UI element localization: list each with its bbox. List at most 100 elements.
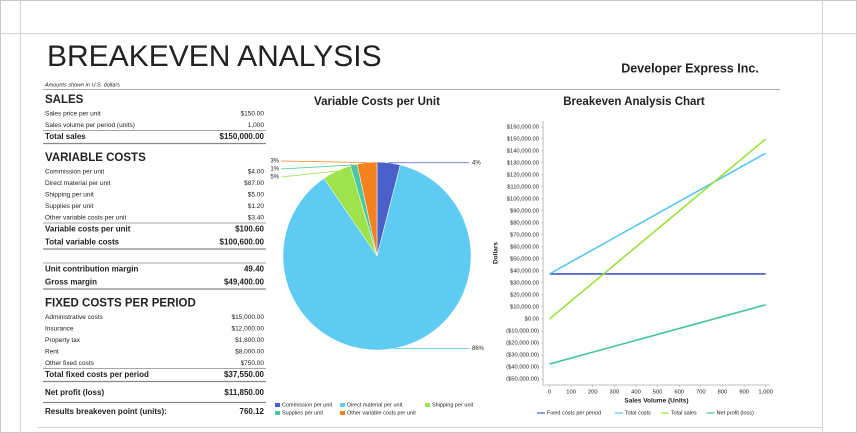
y-tick-label: $70,000.00 — [510, 233, 539, 239]
row-label: Direct material per unit — [45, 180, 111, 187]
series-line — [549, 152, 767, 275]
chart-title: Variable Costs per Unit — [314, 96, 440, 108]
x-tick-label: 700 — [696, 390, 706, 396]
data-label: 3% — [270, 159, 279, 165]
total-value: $37,550.00 — [224, 370, 265, 379]
row-label: Shipping per unit — [45, 192, 94, 199]
row-label: Other variable costs per unit — [45, 215, 126, 222]
y-tick-label: $40,000.00 — [510, 269, 539, 275]
x-tick-label: 1,000 — [758, 390, 773, 396]
x-axis-title: Sales Volume (Units) — [624, 398, 688, 405]
y-tick-label: $140,000.00 — [507, 149, 539, 155]
y-tick-label: $120,000.00 — [507, 173, 539, 179]
row-value: $1,800.00 — [235, 337, 264, 344]
result-value: 760.12 — [240, 407, 265, 416]
total-label: Total fixed costs per period — [45, 370, 149, 379]
row-label: Supplies per unit — [45, 203, 94, 210]
y-tick-label: $80,000.00 — [510, 221, 539, 227]
total-label: Gross margin — [45, 278, 97, 287]
row-value: 1,000 — [248, 122, 265, 129]
y-tick-label: $110,000.00 — [507, 185, 539, 191]
legend-label: Fixed costs per period — [547, 410, 601, 416]
y-tick-label: $100,000.00 — [507, 197, 539, 203]
y-axis-title: Dollars — [493, 242, 500, 264]
result-label: Results breakeven point (units): — [45, 407, 167, 416]
total-value: $100.60 — [235, 225, 264, 234]
row-value: $15,000.00 — [231, 314, 264, 321]
y-tick-label: $90,000.00 — [510, 209, 539, 215]
row-label: Sales price per unit — [45, 111, 101, 118]
row-label: Other fixed costs — [45, 360, 95, 367]
leader-line — [280, 160, 368, 163]
x-tick-label: 0 — [548, 390, 551, 396]
data-label: 1% — [270, 167, 279, 173]
section-heading: VARIABLE COSTS — [45, 152, 146, 164]
y-tick-label: $150,000.00 — [507, 137, 539, 143]
row-label: Insurance — [45, 326, 74, 333]
y-tick-label: $60,000.00 — [510, 245, 539, 251]
y-tick-label: $10,000.00 — [510, 305, 539, 311]
legend-swatch — [425, 403, 430, 407]
y-tick-label: ($50,000.00) — [506, 377, 539, 383]
result-label: Net profit (loss) — [45, 388, 104, 397]
total-value: 49.40 — [244, 265, 265, 274]
row-value: $150.00 — [241, 111, 265, 118]
row-label: Rent — [45, 349, 59, 356]
x-tick-label: 900 — [739, 390, 749, 396]
x-tick-label: 600 — [674, 390, 684, 396]
pie-slice — [282, 164, 472, 351]
series-line — [549, 304, 766, 365]
y-tick-label: $20,000.00 — [510, 293, 539, 299]
row-label: Property tax — [45, 337, 81, 344]
row-value: $4.00 — [248, 169, 265, 176]
row-value: $1.20 — [248, 203, 265, 210]
row-value: $87.00 — [244, 180, 264, 187]
section-heading: FIXED COSTS PER PERIOD — [45, 298, 196, 310]
row-value: $5.00 — [248, 192, 265, 199]
total-label: Variable costs per unit — [45, 225, 131, 234]
legend-swatch — [340, 403, 345, 407]
y-tick-label: ($10,000.00) — [506, 329, 539, 335]
row-label: Commission per unit — [45, 169, 104, 176]
pie-slice — [356, 161, 378, 257]
y-tick-label: $30,000.00 — [510, 281, 539, 287]
page-title: BREAKEVEN ANALYSIS — [47, 40, 382, 73]
row-label: Administrative costs — [45, 314, 104, 321]
y-tick-label: ($20,000.00) — [506, 341, 539, 347]
y-tick-label: ($30,000.00) — [506, 353, 539, 359]
legend-label: Direct material per unit — [347, 402, 403, 408]
legend-swatch — [340, 411, 345, 415]
legend-swatch — [275, 411, 280, 415]
y-tick-label: $160,000.00 — [507, 125, 539, 131]
x-tick-label: 300 — [610, 390, 620, 396]
row-value: $8,000.00 — [235, 349, 264, 356]
x-tick-label: 800 — [718, 390, 728, 396]
x-tick-label: 100 — [566, 390, 576, 396]
section-heading: SALES — [45, 94, 84, 106]
total-value: $150,000.00 — [220, 132, 265, 141]
row-value: $12,000.00 — [231, 326, 264, 333]
total-label: Total variable costs — [45, 238, 120, 247]
y-tick-label: $50,000.00 — [510, 257, 539, 263]
legend-label: Net profit (loss) — [717, 410, 754, 416]
total-label: Unit contribution margin — [45, 265, 138, 274]
total-value: $100,600.00 — [220, 238, 265, 247]
note: Amounts shown in U.S. dollars — [44, 82, 120, 88]
legend-label: Commission per unit — [282, 402, 333, 408]
series-line — [548, 138, 767, 320]
x-tick-label: 200 — [588, 390, 598, 396]
total-label: Total sales — [45, 132, 86, 141]
y-tick-label: $130,000.00 — [507, 161, 539, 167]
leader-line — [280, 164, 354, 170]
legend-label: Shipping per unit — [432, 402, 474, 408]
data-label: 4% — [472, 160, 481, 166]
legend-swatch — [275, 403, 280, 407]
data-label: 5% — [270, 175, 279, 181]
result-value: $11,850.00 — [224, 388, 264, 397]
legend-label: Total sales — [671, 410, 697, 416]
y-tick-label: ($40,000.00) — [506, 365, 539, 371]
total-value: $49,400.00 — [224, 278, 265, 287]
x-tick-label: 500 — [653, 390, 663, 396]
